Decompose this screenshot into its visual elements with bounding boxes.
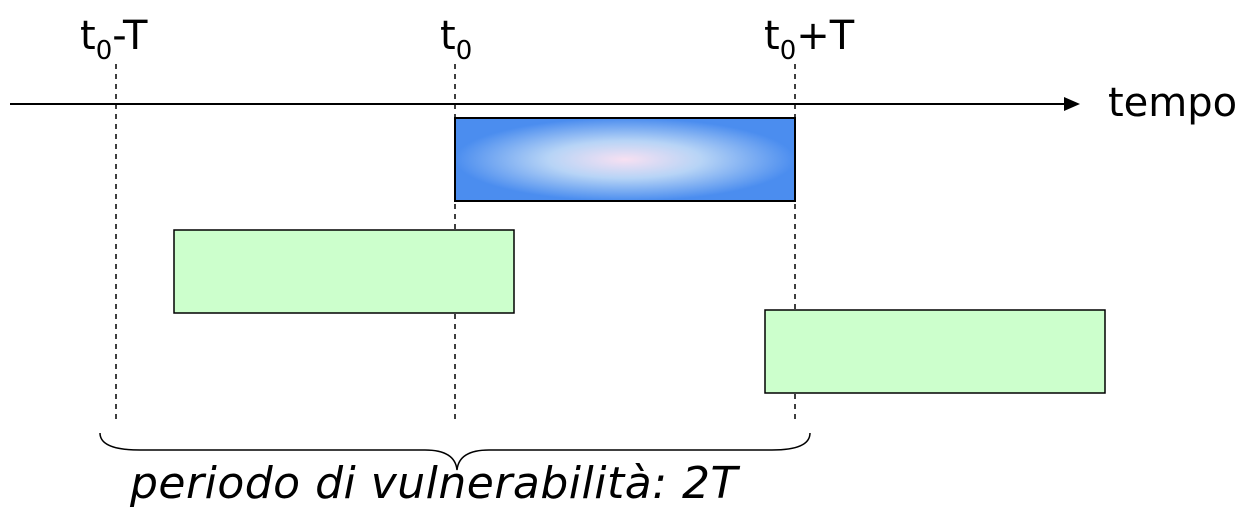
vulnerability-brace (99, 432, 811, 471)
vulnerability-period-label: periodo di vulnerabilità: 2T (130, 458, 738, 509)
label-t0-minus-T: t0-T (80, 13, 148, 66)
frame-overlap-before (173, 229, 515, 314)
frame-overlap-after (764, 309, 1106, 394)
frame-reference (454, 117, 796, 202)
label-t0-plus-T: t0+T (764, 13, 855, 66)
time-axis-arrowhead (1064, 97, 1080, 111)
label-t0: t0 (440, 13, 473, 66)
time-axis-label: tempo (1108, 80, 1238, 126)
